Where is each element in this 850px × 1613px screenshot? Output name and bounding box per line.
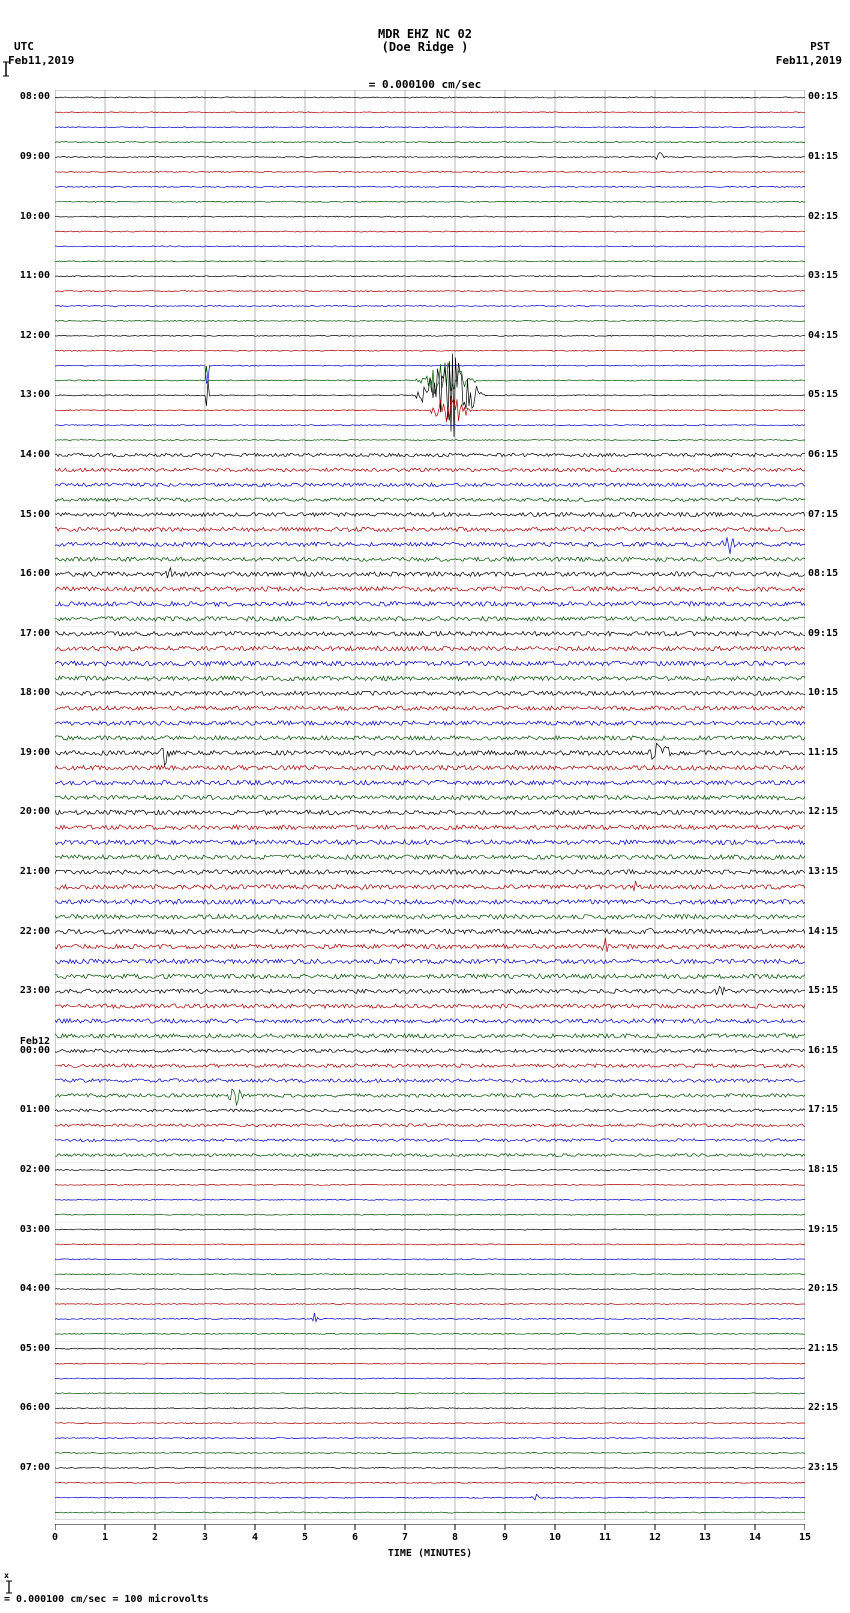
x-tick-label: 2 (147, 1532, 163, 1543)
utc-time-label: 17:00 (20, 628, 50, 639)
pst-time-label: 21:15 (808, 1343, 838, 1354)
footer-scale-note: x = 0.000100 cm/sec = 100 microvolts (4, 1567, 209, 1605)
pst-time-label: 16:15 (808, 1045, 838, 1056)
utc-time-label: 19:00 (20, 747, 50, 758)
footer-text: = 0.000100 cm/sec = 100 microvolts (4, 1594, 209, 1605)
x-tick-label: 4 (247, 1532, 263, 1543)
pst-time-label: 17:15 (808, 1104, 838, 1115)
pst-time-label: 03:15 (808, 270, 838, 281)
utc-time-label: 06:00 (20, 1402, 50, 1413)
pst-time-label: 07:15 (808, 509, 838, 520)
pst-time-label: 00:15 (808, 91, 838, 102)
utc-tz-label: UTC (14, 40, 34, 53)
utc-time-label: 09:00 (20, 151, 50, 162)
x-tick-label: 7 (397, 1532, 413, 1543)
utc-time-label: 14:00 (20, 449, 50, 460)
pst-date-label: Feb11,2019 (776, 54, 842, 67)
utc-time-label: 12:00 (20, 330, 50, 341)
utc-time-label: 11:00 (20, 270, 50, 281)
pst-tz-label: PST (810, 40, 830, 53)
header: UTC Feb11,2019 PST Feb11,2019 MDR EHZ NC… (0, 0, 850, 91)
pst-time-label: 06:15 (808, 449, 838, 460)
utc-time-label: 15:00 (20, 509, 50, 520)
pst-time-label: 23:15 (808, 1462, 838, 1473)
pst-time-label: 20:15 (808, 1283, 838, 1294)
seismogram-container: UTC Feb11,2019 PST Feb11,2019 MDR EHZ NC… (0, 0, 850, 1613)
utc-time-label: 10:00 (20, 211, 50, 222)
utc-time-label: 01:00 (20, 1104, 50, 1115)
x-axis-title: TIME (MINUTES) (55, 1548, 805, 1559)
x-axis: TIME (MINUTES) 0123456789101112131415 (55, 1524, 805, 1572)
x-tick-label: 12 (647, 1532, 663, 1543)
pst-time-label: 11:15 (808, 747, 838, 758)
pst-time-label: 18:15 (808, 1164, 838, 1175)
utc-time-label: 00:00 (20, 1045, 50, 1056)
pst-time-label: 19:15 (808, 1224, 838, 1235)
x-tick-label: 1 (97, 1532, 113, 1543)
utc-time-label: 23:00 (20, 985, 50, 996)
utc-time-axis: 08:00 09:00 10:00 11:00 12:00 13:00 14:00 15:00… (4, 90, 52, 1520)
pst-time-label: 10:15 (808, 687, 838, 698)
helicorder-svg (55, 90, 805, 1520)
station-id: MDR EHZ NC 02 (378, 27, 472, 41)
pst-time-label: 05:15 (808, 389, 838, 400)
scale-indicator: = 0.000100 cm/sec (0, 60, 850, 91)
pst-time-label: 22:15 (808, 1402, 838, 1413)
pst-time-axis: 00:15 01:15 02:15 03:15 04:15 05:15 06:15 07:15… (806, 90, 846, 1520)
helicorder-plot (55, 90, 805, 1520)
utc-time-label: 22:00 (20, 926, 50, 937)
pst-time-label: 14:15 (808, 926, 838, 937)
pst-time-label: 09:15 (808, 628, 838, 639)
x-tick-label: 13 (697, 1532, 713, 1543)
pst-time-label: 02:15 (808, 211, 838, 222)
utc-time-label: 05:00 (20, 1343, 50, 1354)
x-tick-label: 11 (597, 1532, 613, 1543)
x-tick-label: 6 (347, 1532, 363, 1543)
utc-time-label: 08:00 (20, 91, 50, 102)
x-tick-label: 15 (797, 1532, 813, 1543)
utc-time-label: 03:00 (20, 1224, 50, 1235)
utc-time-label: 21:00 (20, 866, 50, 877)
utc-time-label: 02:00 (20, 1164, 50, 1175)
utc-time-label: 07:00 (20, 1462, 50, 1473)
pst-time-label: 13:15 (808, 866, 838, 877)
x-tick-label: 14 (747, 1532, 763, 1543)
x-tick-label: 10 (547, 1532, 563, 1543)
utc-date-label: Feb11,2019 (8, 54, 74, 67)
pst-time-label: 08:15 (808, 568, 838, 579)
x-tick-label: 3 (197, 1532, 213, 1543)
pst-time-label: 01:15 (808, 151, 838, 162)
x-tick-label: 9 (497, 1532, 513, 1543)
utc-time-label: 04:00 (20, 1283, 50, 1294)
pst-time-label: 04:15 (808, 330, 838, 341)
utc-time-label: 20:00 (20, 806, 50, 817)
x-tick-label: 8 (447, 1532, 463, 1543)
x-tick-label: 5 (297, 1532, 313, 1543)
pst-time-label: 12:15 (808, 806, 838, 817)
pst-time-label: 15:15 (808, 985, 838, 996)
utc-time-label: 16:00 (20, 568, 50, 579)
x-tick-label: 0 (47, 1532, 63, 1543)
utc-time-label: 18:00 (20, 687, 50, 698)
utc-time-label: 13:00 (20, 389, 50, 400)
station-name: (Doe Ridge ) (382, 40, 469, 54)
